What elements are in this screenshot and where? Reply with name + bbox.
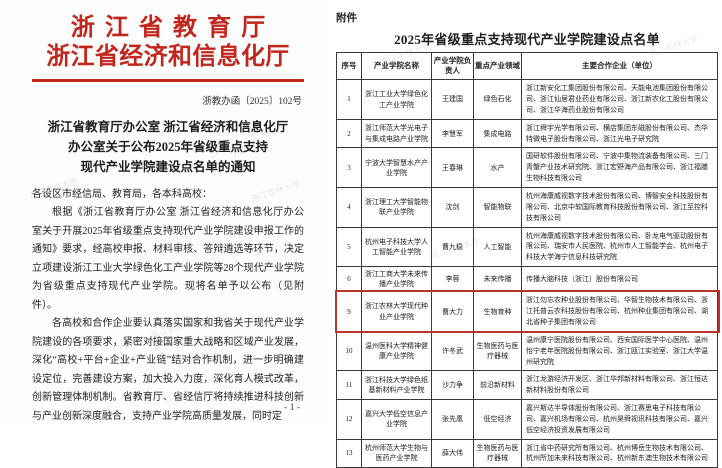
- attachment-label: 附件: [336, 13, 357, 24]
- table-title: 2025年省级重点支持现代产业学院建设点名单: [394, 32, 660, 47]
- red-divider: [32, 78, 304, 82]
- cell-no: 4: [336, 187, 362, 228]
- table-row: 1 浙江工业大学绿色化工产业学院 王建国 绿色石化 浙江新安化工集团股份有限公司、天能电…: [336, 79, 718, 120]
- cell-field: 前沿新材料: [473, 370, 522, 401]
- cell-college: 嘉兴大学低空信息产业学院: [361, 399, 432, 440]
- cell-no: 13: [336, 438, 362, 468]
- cell-field: 水产: [473, 147, 522, 188]
- table-row: 13 杭州师范大学生物与医药产业学院 薛大伟 生物医药与医疗器械 浙江省中药研究所有限公…: [336, 438, 718, 468]
- notice-page: 浙江省教育厅 浙江省经济和信息化厅 浙教办函〔2025〕102号 浙江省教育厅办…: [0, 0, 330, 422]
- cell-no: 11: [336, 370, 362, 401]
- table-row: 12 嘉兴大学低空信息产业学院 张先凰 低空经济 嘉兴斯达半导体股份有限公司、浙江赛思电…: [336, 399, 718, 440]
- col-header-college: 产业学院名称: [361, 51, 432, 81]
- cell-field: 低空经济: [473, 399, 522, 440]
- cell-partners: 杭州海康威视数字技术股份有限公司、卧龙电气驱动股份有限公司、瑞安市人民医院、杭州…: [521, 226, 718, 268]
- cell-field: 未来传播: [473, 266, 522, 293]
- paragraph-2: 各高校和合作企业要认真落实国家和我省关于现代产业学院建设的各项要求，紧密对接国家…: [32, 318, 304, 422]
- cell-no: 2: [336, 118, 362, 149]
- cell-field: 生物医药与医疗器械: [473, 438, 522, 468]
- cell-partners: 杭州海康威视数字技术股份有限公司、博智安全科技股份有限公司、北京中软国际教育科技…: [521, 187, 718, 228]
- cell-partners: 浙江勿忘农种业股份有限公司、华智生物技术有限公司、浙江托普云农科技股份有限公司、…: [521, 291, 718, 332]
- table-row: 9 浙江农林大学现代种业产业学院 曹大力 生物育种 浙江勿忘农种业股份有限公司、华智生物…: [334, 289, 720, 334]
- cell-no: 10: [336, 330, 362, 372]
- cell-no: 12: [336, 399, 362, 440]
- cell-leader: 沙力争: [431, 370, 474, 401]
- cell-leader: 李蓉: [431, 266, 474, 293]
- col-header-field: 重点产业领域: [473, 51, 522, 81]
- cell-partners: 浙江新安化工集团股份有限公司、天能电池集团股份有限公司、浙江仙居君业药业有限公司…: [521, 79, 718, 120]
- cell-college: 浙江科技大学绿色纸基新材料产业学院: [361, 370, 432, 401]
- cell-field: 智能物联: [473, 187, 522, 228]
- cell-field: 集成电路: [473, 118, 522, 149]
- cell-leader: 许冬武: [431, 330, 474, 372]
- cell-partners: 浙江龙游经济开发区、浙江华邦新材料有限公司、浙江恒达新材料股份有限公司: [521, 370, 718, 401]
- table-row: 2 浙江师范大学光电子与集成电路产业学院 李慧军 集成电路 浙江舜宇光学有限公司、横店集…: [336, 118, 718, 149]
- cell-leader: 王建国: [431, 79, 474, 120]
- cell-partners: 温州康宁医院股份有限公司、西安国际医学中心医院、温州怡宁老年医院股份有限公司、浙…: [521, 330, 718, 372]
- table-body: 1 浙江工业大学绿色化工产业学院 王建国 绿色石化 浙江新安化工集团股份有限公司、天能电…: [334, 79, 720, 468]
- cell-leader: 王春琳: [431, 147, 474, 188]
- table-row: 10 温州医科大学精神健康产业学院 许冬武 生物医药与医疗器械 温州康宁医院股份有限公司…: [336, 330, 718, 372]
- table-row: 6 浙江工商大学未来传播产业学院 李蓉 未来传播 传播大脑科技（浙江）股份有限公司: [336, 266, 718, 293]
- attachment-page: 附件 2025年省级重点支持现代产业学院建设点名单 序号 产业学院名称 产业学院…: [330, 0, 722, 468]
- cell-partners: 浙江省中药研究所有限公司、杭州博岳生物技术有限公司、杭州所加未来科技有限公司、杭…: [521, 438, 718, 468]
- cell-no: 9: [336, 291, 362, 332]
- cell-field: 生物育种: [473, 291, 522, 332]
- cell-college: 浙江工商大学未来传播产业学院: [361, 266, 432, 293]
- cell-college: 浙江理工大学智能物联产业学院: [361, 187, 432, 228]
- cell-no: 5: [336, 226, 362, 268]
- document-number: 浙教办函〔2025〕102号: [202, 96, 302, 107]
- cell-leader: 沈剑: [431, 187, 474, 228]
- cell-leader: 薛大伟: [431, 438, 474, 468]
- cell-leader: 曹大力: [431, 291, 474, 332]
- notice-title-line1: 浙江省教育厅办公室 浙江省经济和信息化厅: [47, 119, 289, 134]
- cell-no: 1: [336, 79, 362, 120]
- cell-college: 浙江师范大学光电子与集成电路产业学院: [361, 118, 432, 149]
- cell-leader: 张先凰: [431, 399, 474, 440]
- cell-college: 杭州师范大学生物与医药产业学院: [361, 438, 432, 468]
- salutation: 各设区市经信局、教育局，各本科高校：: [32, 188, 212, 200]
- col-header-partners: 主要合作企业（单位）: [521, 51, 718, 81]
- notice-title-line3: 现代产业学院建设点名单的通知: [80, 159, 256, 174]
- notice-body: 各设区市经信局、教育局，各本科高校： 根据《浙江省教育厅办公室 浙江省经济和信息…: [32, 186, 304, 427]
- cell-college: 温州医科大学精神健康产业学院: [361, 330, 432, 372]
- cell-college: 浙江农林大学现代种业产业学院: [361, 291, 432, 332]
- red-letterhead: 浙江省教育厅 浙江省经济和信息化厅: [32, 14, 304, 72]
- cell-college: 宁波大学智慧水产产业学院: [361, 147, 432, 188]
- table-row: 3 宁波大学智慧水产产业学院 王春琳 水产 国研软件股份有限公司、宁波中集物流装备有限公…: [336, 147, 718, 188]
- col-header-leader: 产业学院负责人: [431, 51, 474, 81]
- cell-field: 绿色石化: [473, 79, 522, 120]
- table-row: 5 杭州电子科技大学人工智能产业学院 曹九稳 人工智能 杭州海康威视数字技术股份有限公司…: [336, 226, 718, 268]
- letterhead-line1: 浙江省教育厅: [70, 15, 276, 41]
- cell-field: 人工智能: [473, 226, 522, 268]
- table-row: 11 浙江科技大学绿色纸基新材料产业学院 沙力争 前沿新材料 浙江龙游经济开发区、浙江华…: [336, 370, 718, 401]
- cell-leader: 曹九稳: [431, 226, 474, 268]
- cell-partners: 国研软件股份有限公司、宁波中集物流装备有限公司、三门青蟹产业技术研究院、浙江宏野…: [521, 147, 718, 188]
- cell-partners: 传播大脑科技（浙江）股份有限公司: [521, 266, 718, 293]
- cell-leader: 李慧军: [431, 118, 474, 149]
- cell-field: 生物医药与医疗器械: [473, 330, 522, 372]
- page-number: - 1 -: [284, 403, 300, 413]
- cell-no: 3: [336, 147, 362, 188]
- letterhead-line2: 浙江省经济和信息化厅: [46, 43, 290, 70]
- cell-partners: 浙江舜宇光学有限公司、横店集团东磁股份有限公司、杰华特微电子股份有限公司、浙江光…: [521, 118, 718, 149]
- col-header-no: 序号: [336, 51, 362, 81]
- table-header-row: 序号 产业学院名称 产业学院负责人 重点产业领域 主要合作企业（单位）: [336, 51, 718, 81]
- cell-college: 杭州电子科技大学人工智能产业学院: [361, 226, 432, 268]
- notice-title-line2: 办公室关于公布2025年省级重点支持: [67, 139, 268, 154]
- table-row: 4 浙江理工大学智能物联产业学院 沈剑 智能物联 杭州海康威视数字技术股份有限公司、博智…: [336, 187, 718, 228]
- paragraph-1: 根据《浙江省教育厅办公室 浙江省经济和信息化厅办公室关于开展2025年省级重点支…: [32, 207, 304, 311]
- colleges-table: 序号 产业学院名称 产业学院负责人 重点产业领域 主要合作企业（单位） 1 浙江工…: [334, 51, 720, 468]
- notice-title: 浙江省教育厅办公室 浙江省经济和信息化厅 办公室关于公布2025年省级重点支持 …: [32, 117, 304, 177]
- cell-no: 6: [336, 266, 362, 293]
- cell-partners: 嘉兴斯达半导体股份有限公司、浙江赛思电子科技有限公司、嘉兴机场有限公司、杭州昊舜…: [521, 399, 718, 440]
- cell-college: 浙江工业大学绿色化工产业学院: [361, 79, 432, 120]
